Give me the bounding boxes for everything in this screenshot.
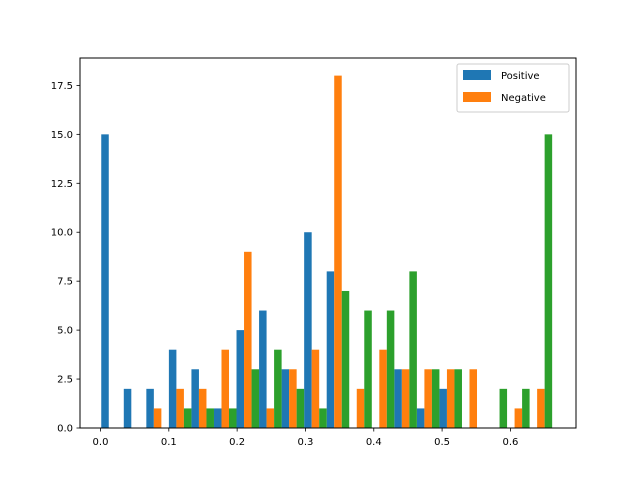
bar-series-1-bin-11 bbox=[356, 388, 365, 428]
bar-series-0-bin-5 bbox=[213, 408, 222, 428]
bar-series-2-bin-19 bbox=[544, 134, 553, 428]
bar-series-2-bin-6 bbox=[251, 369, 260, 428]
x-tick-label: 0.5 bbox=[434, 437, 450, 448]
bar-series-2-bin-12 bbox=[386, 310, 395, 428]
y-tick-label: 7.5 bbox=[57, 277, 73, 288]
y-tick-label: 2.5 bbox=[57, 375, 73, 386]
y-tick-label: 12.5 bbox=[51, 179, 73, 190]
bar-series-1-bin-2 bbox=[153, 408, 162, 428]
bar-series-1-bin-15 bbox=[446, 369, 455, 428]
bar-series-1-bin-7 bbox=[266, 408, 275, 428]
bar-series-1-bin-8 bbox=[289, 369, 297, 428]
bar-series-2-bin-9 bbox=[319, 408, 327, 428]
axes-frame bbox=[79, 57, 577, 429]
bar-series-2-bin-3 bbox=[183, 408, 192, 428]
legend: Positive Negative bbox=[456, 63, 570, 113]
x-tick-label: 0.4 bbox=[366, 437, 382, 448]
bar-series-0-bin-7 bbox=[259, 310, 267, 428]
y-tick-label: 15.0 bbox=[51, 130, 73, 141]
bar-series-2-bin-13 bbox=[409, 271, 417, 428]
bar-series-2-bin-10 bbox=[341, 290, 350, 428]
bar-series-1-bin-14 bbox=[424, 369, 432, 428]
x-tick-label: 0.2 bbox=[229, 437, 245, 448]
bar-series-1-bin-6 bbox=[244, 251, 252, 428]
bars-layer bbox=[101, 75, 553, 428]
x-tick-label: 0.6 bbox=[502, 437, 518, 448]
bar-series-2-bin-14 bbox=[431, 369, 440, 428]
x-tick-label: 0.3 bbox=[298, 437, 314, 448]
bar-series-1-bin-18 bbox=[514, 408, 523, 428]
bar-series-1-bin-10 bbox=[334, 75, 342, 428]
y-tick-label: 5.0 bbox=[57, 326, 73, 337]
bar-series-0-bin-6 bbox=[236, 330, 245, 428]
y-axis-ticks: 0.0 2.5 5.0 7.5 10.0 12.5 15.0 17.5 bbox=[51, 81, 80, 435]
bar-series-0-bin-4 bbox=[191, 369, 199, 428]
bar-series-0-bin-10 bbox=[326, 271, 335, 428]
y-tick-label: 17.5 bbox=[51, 81, 73, 92]
bar-series-0-bin-9 bbox=[304, 232, 312, 428]
bar-series-0-bin-0 bbox=[101, 134, 109, 428]
bar-series-0-bin-1 bbox=[123, 388, 132, 428]
bar-series-0-bin-3 bbox=[168, 349, 177, 428]
bar-series-0-bin-8 bbox=[281, 369, 290, 428]
legend-swatch-negative bbox=[463, 92, 491, 102]
bar-series-2-bin-17 bbox=[499, 388, 508, 428]
bar-series-1-bin-13 bbox=[401, 369, 410, 428]
bar-series-0-bin-2 bbox=[146, 388, 154, 428]
bar-series-2-bin-7 bbox=[274, 349, 282, 428]
x-axis-ticks: 0.0 0.1 0.2 0.3 0.4 0.5 0.6 bbox=[93, 428, 518, 448]
bar-series-1-bin-4 bbox=[198, 388, 207, 428]
x-tick-label: 0.1 bbox=[161, 437, 177, 448]
bar-series-1-bin-3 bbox=[176, 388, 184, 428]
bar-series-1-bin-5 bbox=[221, 349, 230, 428]
bar-series-2-bin-11 bbox=[364, 310, 372, 428]
x-tick-label: 0.0 bbox=[93, 437, 109, 448]
y-tick-label: 0.0 bbox=[57, 424, 73, 435]
bar-series-1-bin-16 bbox=[469, 369, 478, 428]
legend-swatch-positive bbox=[463, 70, 491, 80]
bar-series-2-bin-5 bbox=[229, 408, 237, 428]
y-tick-label: 10.0 bbox=[51, 228, 73, 239]
bar-series-0-bin-15 bbox=[439, 388, 447, 428]
bar-series-1-bin-19 bbox=[537, 388, 545, 428]
bar-series-0-bin-14 bbox=[416, 408, 425, 428]
legend-label-positive: Positive bbox=[501, 71, 540, 82]
bar-series-0-bin-13 bbox=[394, 369, 402, 428]
bar-series-1-bin-12 bbox=[379, 349, 387, 428]
bar-series-2-bin-15 bbox=[454, 369, 462, 428]
bar-series-2-bin-18 bbox=[522, 388, 530, 428]
bar-series-2-bin-4 bbox=[206, 408, 214, 428]
bar-series-2-bin-8 bbox=[296, 388, 305, 428]
bar-series-1-bin-9 bbox=[311, 349, 320, 428]
legend-label-negative: Negative bbox=[501, 93, 546, 104]
